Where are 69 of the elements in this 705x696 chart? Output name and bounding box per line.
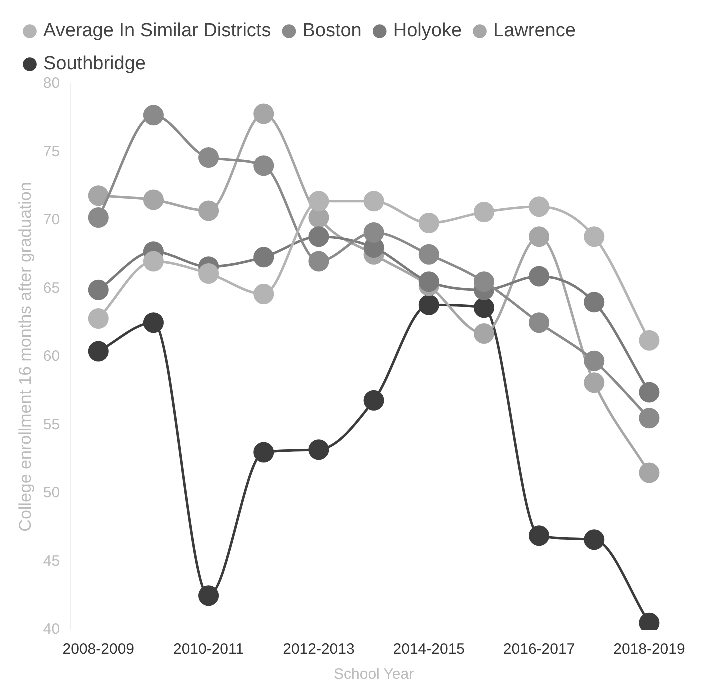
point <box>143 190 164 210</box>
point <box>308 191 330 212</box>
point <box>254 156 274 176</box>
y-tick-label: 50 <box>43 484 60 502</box>
point <box>639 408 660 429</box>
point <box>88 186 109 206</box>
point <box>308 251 330 272</box>
point <box>418 212 440 234</box>
point <box>529 526 550 546</box>
point <box>584 350 605 372</box>
legend-label: Holyoke <box>393 20 462 42</box>
point <box>418 244 440 265</box>
point <box>308 440 330 460</box>
y-tick-label: 55 <box>43 416 60 434</box>
point <box>88 208 109 228</box>
y-tick-label: 70 <box>43 212 60 229</box>
point <box>418 294 440 316</box>
x-axis-title: School Year <box>334 666 414 684</box>
point <box>474 272 494 292</box>
legend-label: Average In Similar Districts <box>44 20 272 42</box>
legend-label: Southbridge <box>44 54 146 75</box>
x-tick-label: 2008-2009 <box>62 641 134 658</box>
x-tick-label: 2018-2019 <box>614 641 686 658</box>
x-tick-label: 2012-2013 <box>283 641 355 658</box>
point <box>584 292 605 313</box>
point <box>639 462 660 484</box>
point <box>474 324 494 344</box>
x-tick-label: 2010-2011 <box>173 641 244 658</box>
y-tick-label: 45 <box>43 552 60 570</box>
point <box>584 226 605 248</box>
point <box>88 308 109 330</box>
point <box>584 372 605 394</box>
point <box>254 442 274 463</box>
point <box>254 247 274 268</box>
point <box>88 341 109 362</box>
y-tick-label: 65 <box>43 280 60 297</box>
point <box>254 284 274 304</box>
point <box>198 147 220 168</box>
point <box>639 382 660 403</box>
x-tick-label: 2014-2015 <box>393 641 465 658</box>
point <box>474 298 494 318</box>
point <box>88 280 109 300</box>
legend-label: Lawrence <box>494 20 576 42</box>
point <box>364 222 384 244</box>
y-tick-label: 75 <box>43 143 60 160</box>
point <box>639 330 660 351</box>
point <box>198 200 220 222</box>
point <box>529 226 550 248</box>
point <box>418 272 440 292</box>
point <box>584 530 605 550</box>
point <box>364 191 384 212</box>
x-tick-label: 2016-2017 <box>503 641 576 658</box>
point <box>198 586 220 606</box>
point <box>143 251 164 272</box>
point <box>529 196 550 218</box>
point <box>364 390 384 411</box>
y-tick-label: 80 <box>43 75 60 92</box>
point <box>198 263 220 284</box>
legend-label: Boston <box>302 20 362 42</box>
y-tick-label: 40 <box>43 621 60 638</box>
point <box>308 226 330 248</box>
point <box>143 105 164 126</box>
point <box>529 312 550 334</box>
point <box>254 104 274 124</box>
point <box>143 312 164 334</box>
y-axis-title: College enrollment 16 months after graduation <box>16 182 35 532</box>
y-tick-label: 60 <box>43 348 60 366</box>
point <box>529 266 550 287</box>
point <box>474 202 494 223</box>
